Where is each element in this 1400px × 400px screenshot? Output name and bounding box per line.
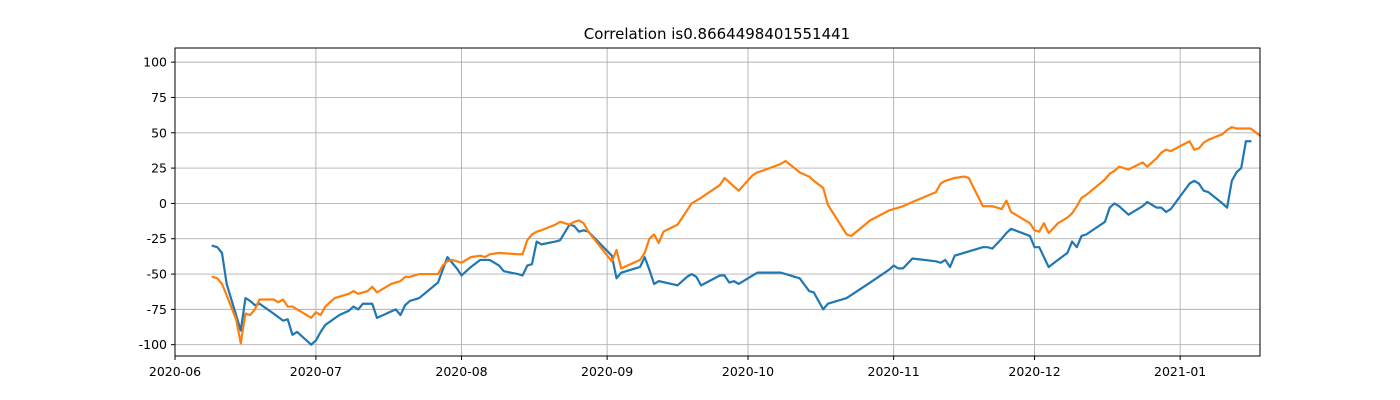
x-tick-label: 2020-09 xyxy=(581,364,633,379)
y-axis: -100 -75 -50 -25 0 25 50 75 100 xyxy=(139,55,175,352)
y-tick-label: 25 xyxy=(151,161,167,176)
x-tick-label: 2020-06 xyxy=(149,364,201,379)
x-tick-label: 2020-11 xyxy=(868,364,920,379)
x-tick-label: 2020-12 xyxy=(1008,364,1060,379)
y-tick-label: 0 xyxy=(159,196,167,211)
series-line-2 xyxy=(211,126,1262,345)
plot-frame xyxy=(174,47,1261,357)
chart-title: Correlation is0.8664498401551441 xyxy=(584,25,850,43)
grid-lines xyxy=(174,48,1260,356)
y-tick-label: -75 xyxy=(147,302,167,317)
x-tick-label: 2020-10 xyxy=(722,364,774,379)
y-tick-label: -100 xyxy=(139,337,167,352)
y-tick-label: -25 xyxy=(147,231,167,246)
y-tick-label: 75 xyxy=(151,90,167,105)
y-tick-label: 100 xyxy=(143,55,167,70)
x-tick-label: 2020-08 xyxy=(435,364,487,379)
x-tick-label: 2021-01 xyxy=(1154,364,1206,379)
y-tick-label: 50 xyxy=(151,125,167,140)
y-tick-label: -50 xyxy=(147,267,167,282)
x-axis: 2020-06 2020-07 2020-08 2020-09 2020-10 2020-… xyxy=(149,356,1206,379)
series-line-1 xyxy=(211,140,1252,346)
series-lines xyxy=(211,126,1262,346)
x-tick-label: 2020-07 xyxy=(290,364,342,379)
